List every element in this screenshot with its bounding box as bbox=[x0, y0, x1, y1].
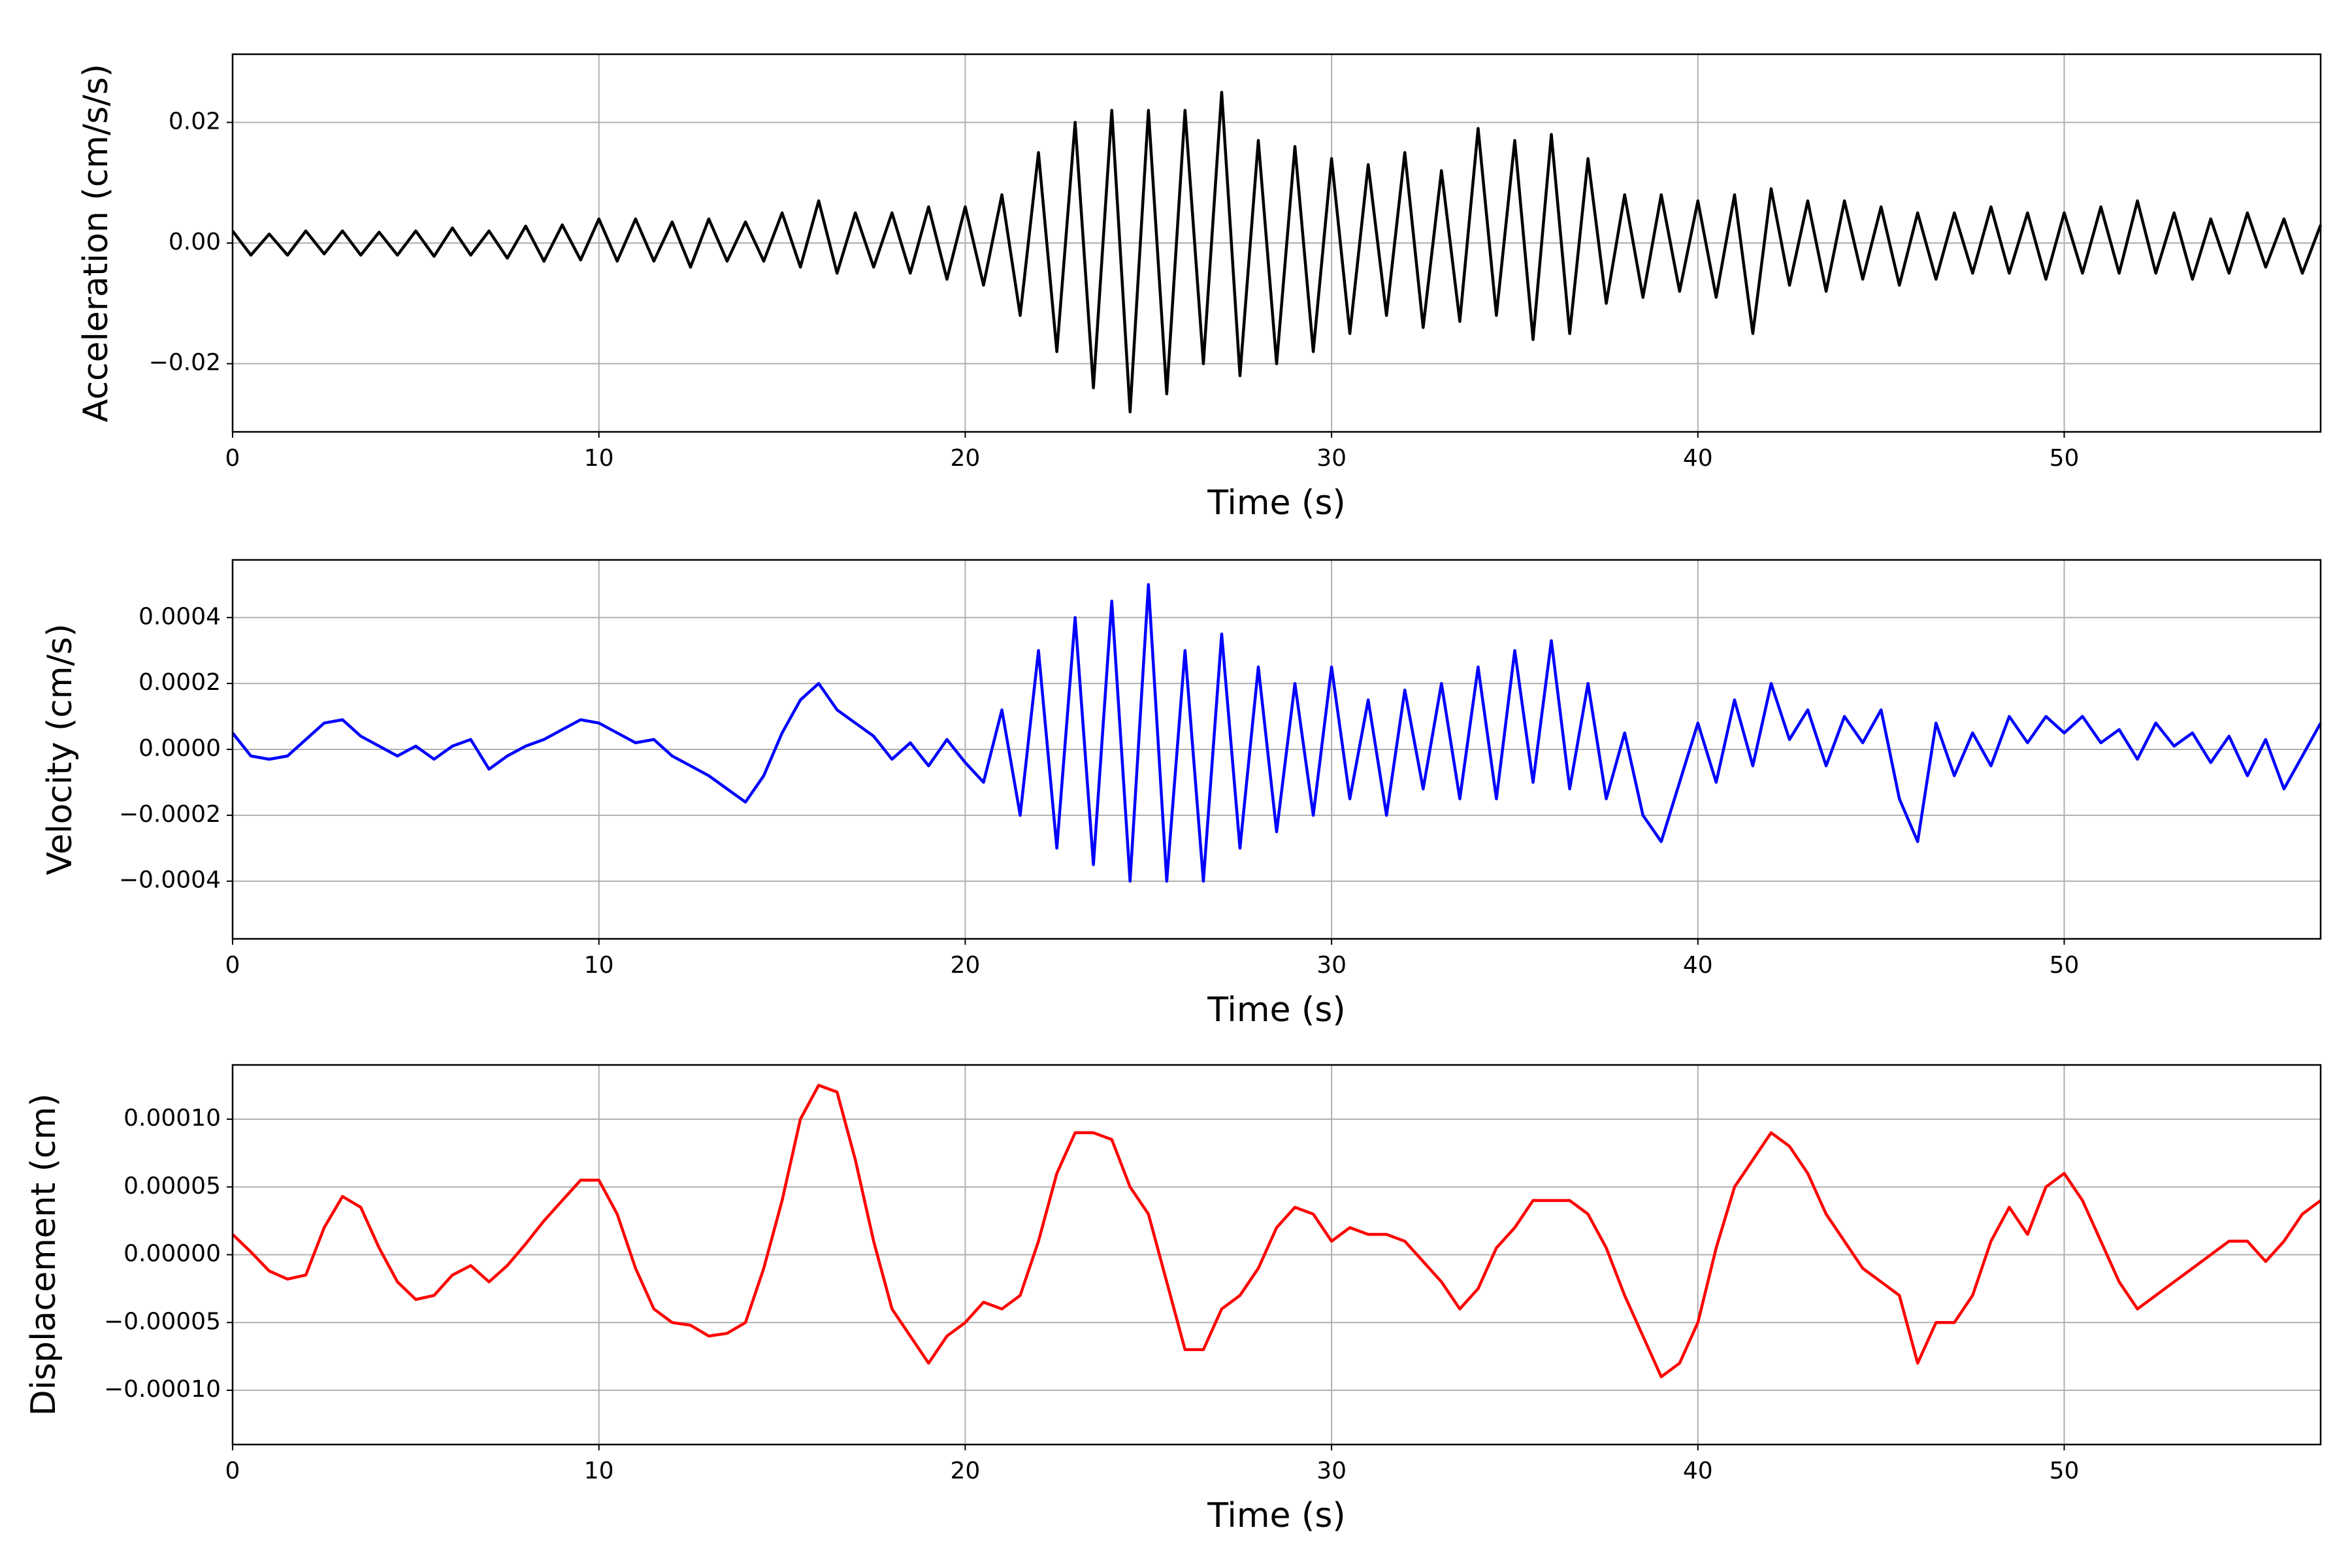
x-axis-label: Time (s) bbox=[1207, 990, 1345, 1030]
x-tick-label: 20 bbox=[950, 445, 980, 472]
data-line bbox=[231, 583, 2322, 883]
y-tick-label: 0.00 bbox=[169, 229, 221, 255]
x-tick-label: 10 bbox=[584, 445, 614, 472]
y-tick-label: 0.0000 bbox=[139, 735, 221, 762]
y-tick-label: 0.00000 bbox=[123, 1241, 221, 1267]
y-tick-label: 0.0004 bbox=[139, 603, 221, 630]
plot-frame bbox=[231, 1064, 2322, 1446]
x-tick-label: 0 bbox=[225, 952, 240, 979]
plot-frame bbox=[231, 559, 2322, 940]
y-tick-label: 0.00010 bbox=[123, 1105, 221, 1132]
x-tick-label: 40 bbox=[1683, 445, 1713, 472]
x-tick-label: 40 bbox=[1683, 952, 1713, 979]
data-line bbox=[231, 1083, 2322, 1379]
y-tick-label: 0.02 bbox=[169, 108, 221, 135]
y-tick-label: 0.00005 bbox=[123, 1173, 221, 1200]
plot-frame bbox=[231, 53, 2322, 433]
y-tick-label: −0.00010 bbox=[104, 1376, 221, 1403]
x-tick-label: 10 bbox=[584, 1458, 614, 1484]
x-tick-label: 30 bbox=[1316, 1458, 1347, 1484]
y-tick-label: −0.0004 bbox=[119, 867, 221, 894]
x-tick-label: 30 bbox=[1316, 445, 1347, 472]
x-tick-label: 20 bbox=[950, 952, 980, 979]
x-tick-label: 40 bbox=[1683, 1458, 1713, 1484]
y-axis-label: Velocity (cm/s) bbox=[41, 624, 80, 875]
y-axis-label: Displacement (cm) bbox=[24, 1094, 63, 1416]
y-axis-label: Acceleration (cm/s/s) bbox=[76, 64, 116, 423]
y-tick-label: −0.00005 bbox=[104, 1308, 221, 1335]
x-tick-label: 0 bbox=[225, 1458, 240, 1484]
y-tick-label: −0.0002 bbox=[119, 801, 221, 828]
x-tick-label: 50 bbox=[2050, 1458, 2080, 1484]
y-tick-label: 0.0002 bbox=[139, 669, 221, 696]
x-tick-label: 30 bbox=[1316, 952, 1347, 979]
x-tick-label: 50 bbox=[2050, 952, 2080, 979]
x-tick-label: 10 bbox=[584, 952, 614, 979]
x-tick-label: 0 bbox=[225, 445, 240, 472]
x-tick-label: 20 bbox=[950, 1458, 980, 1484]
x-tick-label: 50 bbox=[2050, 445, 2080, 472]
x-axis-label: Time (s) bbox=[1207, 1496, 1345, 1535]
x-axis-label: Time (s) bbox=[1207, 483, 1345, 523]
data-line bbox=[231, 90, 2323, 414]
y-tick-label: −0.02 bbox=[149, 350, 221, 376]
